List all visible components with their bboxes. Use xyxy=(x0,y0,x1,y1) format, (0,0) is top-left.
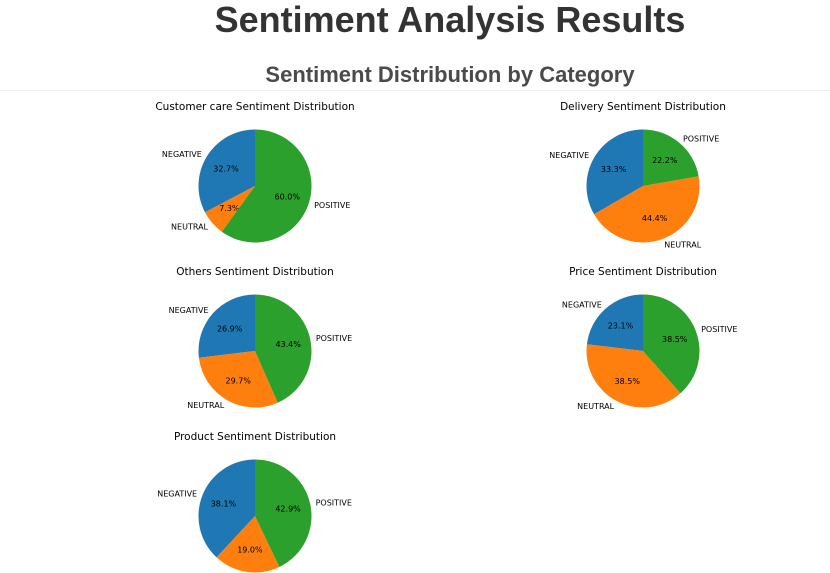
slice-category-label: NEUTRAL xyxy=(187,401,224,410)
page-title: Sentiment Analysis Results xyxy=(214,0,686,40)
pie-chart: Customer care Sentiment Distribution 32.7… xyxy=(155,101,355,243)
pie-slice-positive xyxy=(255,459,312,567)
pie-slice-negative xyxy=(198,459,255,558)
chart-title: Price Sentiment Distribution xyxy=(569,266,717,278)
pie-slice-positive xyxy=(255,294,312,403)
pie-chart: Product Sentiment Distribution 38.1% NEGAT… xyxy=(157,431,352,573)
slice-percent-label: 43.4% xyxy=(275,340,301,349)
slice-percent-label: 38.1% xyxy=(211,500,237,509)
slice-percent-label: 29.7% xyxy=(225,376,251,385)
chart-title: Others Sentiment Distribution xyxy=(176,266,334,278)
slice-category-label: NEUTRAL xyxy=(171,223,208,232)
pie-slice-positive xyxy=(643,294,700,394)
slice-category-label: POSITIVE xyxy=(314,201,350,210)
pie-slice-negative xyxy=(586,294,643,351)
slice-percent-label: 38.5% xyxy=(615,377,641,386)
section-title: Sentiment Distribution by Category xyxy=(265,62,635,87)
pie-slice-neutral xyxy=(198,351,278,408)
slice-percent-label: 60.0% xyxy=(275,192,301,201)
pie-slice-positive xyxy=(221,129,312,243)
slice-category-label: POSITIVE xyxy=(316,334,352,343)
divider xyxy=(0,90,830,91)
pie-slice-neutral xyxy=(216,516,280,573)
slice-category-label: POSITIVE xyxy=(316,498,352,507)
chart-title: Delivery Sentiment Distribution xyxy=(560,101,726,113)
pie-slice-negative xyxy=(198,129,255,213)
slice-category-label: NEGATIVE xyxy=(157,489,197,498)
pie-chart: Delivery Sentiment Distribution 33.3% NEGA… xyxy=(549,101,726,249)
slice-percent-label: 32.7% xyxy=(213,164,239,173)
slice-percent-label: 44.4% xyxy=(642,214,668,223)
slice-category-label: POSITIVE xyxy=(701,325,737,334)
slice-percent-label: 38.5% xyxy=(662,335,688,344)
pie-chart: Others Sentiment Distribution 26.9% NEGATI… xyxy=(169,266,353,410)
slice-percent-label: 7.3% xyxy=(219,204,240,213)
pie-slice-negative xyxy=(198,294,255,358)
slice-percent-label: 19.0% xyxy=(237,546,263,555)
pie-chart: Price Sentiment Distribution 23.1% NEGATIV… xyxy=(562,266,738,411)
pie-slice-neutral xyxy=(594,176,700,243)
slice-category-label: NEUTRAL xyxy=(664,240,701,249)
slice-percent-label: 42.9% xyxy=(275,505,301,514)
chart-title: Customer care Sentiment Distribution xyxy=(155,101,354,113)
chart-title: Product Sentiment Distribution xyxy=(174,431,336,443)
pie-slice-neutral xyxy=(204,186,255,232)
slice-category-label: NEGATIVE xyxy=(549,151,589,160)
slice-percent-label: 33.3% xyxy=(601,165,627,174)
pie-slice-negative xyxy=(586,129,643,215)
pie-slice-neutral xyxy=(586,344,681,408)
slice-category-label: NEGATIVE xyxy=(562,300,602,309)
slice-category-label: NEUTRAL xyxy=(577,402,614,411)
slice-percent-label: 26.9% xyxy=(217,325,243,334)
slice-category-label: POSITIVE xyxy=(683,134,719,143)
slice-percent-label: 22.2% xyxy=(652,156,678,165)
pie-slice-positive xyxy=(643,129,699,186)
slice-category-label: NEGATIVE xyxy=(169,306,209,315)
slice-category-label: NEGATIVE xyxy=(162,150,202,159)
slice-percent-label: 23.1% xyxy=(608,322,634,331)
